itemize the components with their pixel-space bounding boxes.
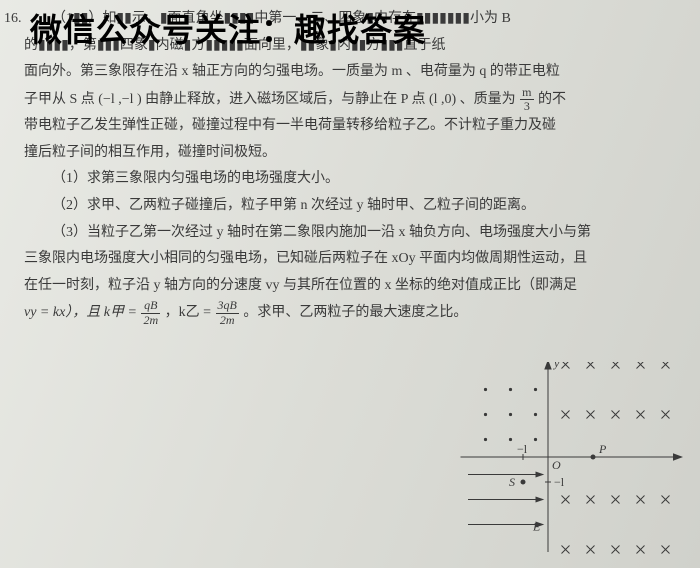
frac-num: 3qB [216,299,239,313]
body-line-4: 带电粒子乙发生弹性正碰，碰撞过程中有一半电荷量转移给粒子乙。不计粒子重力及碰 [24,113,680,140]
subquestion-3-line3: 在任一时刻，粒子沿 y 轴方向的分速度 vy 与其所在位置的 x 坐标的绝对值成… [24,273,680,300]
question-number: 16. [4,6,22,33]
frac-num: qB [141,299,160,313]
subquestion-3-line1: （3）当粒子乙第一次经过 y 轴时在第二象限内施加一沿 x 轴负方向、电场强度大… [24,220,680,247]
physics-diagram: O P S E −l −l y [438,362,688,562]
body-line-3: 面向外。第三象限存在沿 x 轴正方向的匀强电场。一质量为 m 、电荷量为 q 的… [24,59,680,86]
svg-text:S: S [509,475,515,489]
svg-text:−l: −l [554,475,565,489]
body-s-pre: 子甲从 S 点 (−l ,−l ) 由静止释放，进入磁场区域后，与静止在 P 点… [24,92,516,107]
frac-den: 3 [520,100,533,113]
fraction-k1: qB 2m [141,299,160,326]
body-s-post: 的不 [538,92,566,107]
eq-pre: vy = kx），且 k甲 = [24,305,140,320]
svg-text:y: y [553,362,560,370]
subquestion-2: （2）求甲、乙两粒子碰撞后，粒子甲第 n 次经过 y 轴时甲、乙粒子间的距离。 [24,193,680,220]
frac-den: 2m [141,314,160,327]
body-line-s: 子甲从 S 点 (−l ,−l ) 由静止释放，进入磁场区域后，与静止在 P 点… [24,86,680,114]
frac-num: m [520,86,533,100]
fraction-k2: 3qB 2m [216,299,239,326]
svg-text:P: P [598,442,607,456]
subquestion-3-eq: vy = kx），且 k甲 = qB 2m ，k乙 = 3qB 2m 。求甲、乙… [24,299,680,327]
subquestion-1: （1）求第三象限内匀强电场的电场强度大小。 [24,166,680,193]
subquestion-3-line2: 三象限内电场强度大小相同的匀强电场，已知碰后两粒子在 xOy 平面内均做周期性运… [24,246,680,273]
body-line-5: 撞后粒子间的相互作用，碰撞时间极短。 [24,140,680,167]
body-line-1: （1▮▮）如▮▮示，▮面直角坐▮▮▮▮中第一、二、四象▮内存在▮▮▮▮▮▮▮小为… [24,6,680,33]
fraction-m-3: m 3 [520,86,533,113]
eq-mid: ，k乙 = [165,305,215,320]
svg-text:−l: −l [517,442,528,456]
svg-text:O: O [552,458,561,472]
frac-den: 2m [216,314,239,327]
body-line-2: 的▮▮▮▮，第▮▮▮四象▮内磁▮方▮▮▮▮▮面向里，▮▮象▮内▮▮方▮▮▮直于纸 [24,33,680,60]
eq-post: 。求甲、乙两粒子的最大速度之比。 [243,305,467,320]
svg-text:E: E [532,520,541,534]
